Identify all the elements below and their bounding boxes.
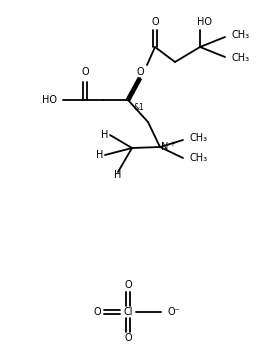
- Text: O⁻: O⁻: [167, 307, 180, 317]
- Text: H: H: [101, 130, 108, 140]
- Text: O: O: [81, 67, 89, 77]
- Text: O: O: [151, 17, 159, 27]
- Text: HO: HO: [42, 95, 57, 105]
- Text: H: H: [96, 150, 103, 160]
- Text: CH₃: CH₃: [232, 30, 250, 40]
- Text: O: O: [124, 333, 132, 343]
- Text: HO: HO: [197, 17, 213, 27]
- Text: CH₃: CH₃: [232, 53, 250, 63]
- Text: H: H: [114, 170, 122, 180]
- Text: O: O: [93, 307, 101, 317]
- Text: CH₃: CH₃: [189, 153, 207, 163]
- Text: CH₃: CH₃: [189, 133, 207, 143]
- Text: +: +: [169, 141, 175, 147]
- Text: O: O: [136, 67, 144, 77]
- Text: N: N: [161, 142, 168, 152]
- Text: Cl: Cl: [123, 307, 133, 317]
- Text: O: O: [124, 280, 132, 290]
- Text: &1: &1: [133, 103, 144, 112]
